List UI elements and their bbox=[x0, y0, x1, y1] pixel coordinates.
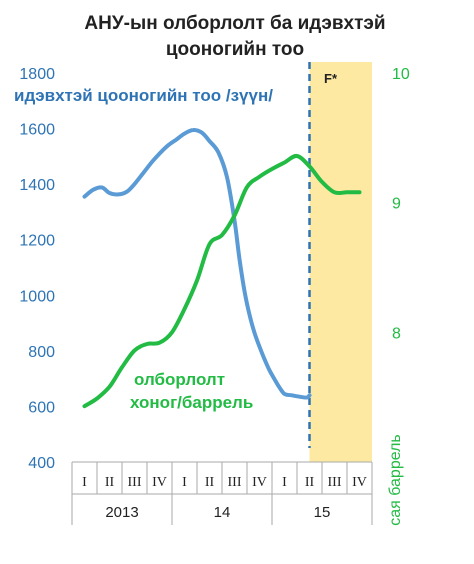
category-label: II bbox=[105, 475, 115, 490]
forecast-region bbox=[309, 62, 372, 462]
category-label: I bbox=[182, 475, 187, 490]
left-tick-label: 600 bbox=[28, 399, 55, 416]
left-tick-label: 800 bbox=[28, 344, 55, 361]
category-label: I bbox=[82, 475, 87, 490]
left-tick-label: 1400 bbox=[19, 177, 55, 194]
left-tick-label: 1200 bbox=[19, 233, 55, 250]
year-label: 14 bbox=[214, 504, 231, 521]
production-series-label-line-2: хоног/баррель bbox=[130, 393, 253, 412]
category-label: II bbox=[305, 475, 315, 490]
category-label: I bbox=[282, 475, 287, 490]
category-label: III bbox=[228, 475, 242, 490]
chart-title-line-2: цооногийн тоо bbox=[166, 39, 304, 60]
production-series-line bbox=[82, 153, 362, 409]
wells-series-label: идэвхтэй цооногийн тоо /зүүн/ bbox=[14, 86, 273, 105]
left-tick-label: 1600 bbox=[19, 122, 55, 139]
right-tick-label: 9 bbox=[392, 196, 401, 213]
right-axis-unit-label: сая баррель bbox=[387, 434, 404, 526]
right-tick-label: 8 bbox=[392, 325, 401, 342]
year-label: 15 bbox=[314, 504, 331, 521]
category-label: IV bbox=[352, 475, 367, 490]
category-label: II bbox=[205, 475, 215, 490]
wells-series-line bbox=[82, 127, 312, 400]
production-series-label-line-1: олборлолт bbox=[134, 370, 225, 389]
year-label: 2013 bbox=[105, 504, 138, 521]
left-tick-label: 1800 bbox=[19, 66, 55, 83]
left-tick-label: 400 bbox=[28, 455, 55, 472]
category-label: IV bbox=[152, 475, 167, 490]
right-tick-label: 10 bbox=[392, 66, 410, 83]
left-tick-label: 1000 bbox=[19, 288, 55, 305]
category-label: III bbox=[128, 475, 142, 490]
forecast-label: F* bbox=[324, 71, 338, 86]
category-label: IV bbox=[252, 475, 267, 490]
chart-title-line-1: АНУ-ын олборлолт ба идэвхтэй bbox=[84, 13, 385, 34]
category-label: III bbox=[328, 475, 342, 490]
